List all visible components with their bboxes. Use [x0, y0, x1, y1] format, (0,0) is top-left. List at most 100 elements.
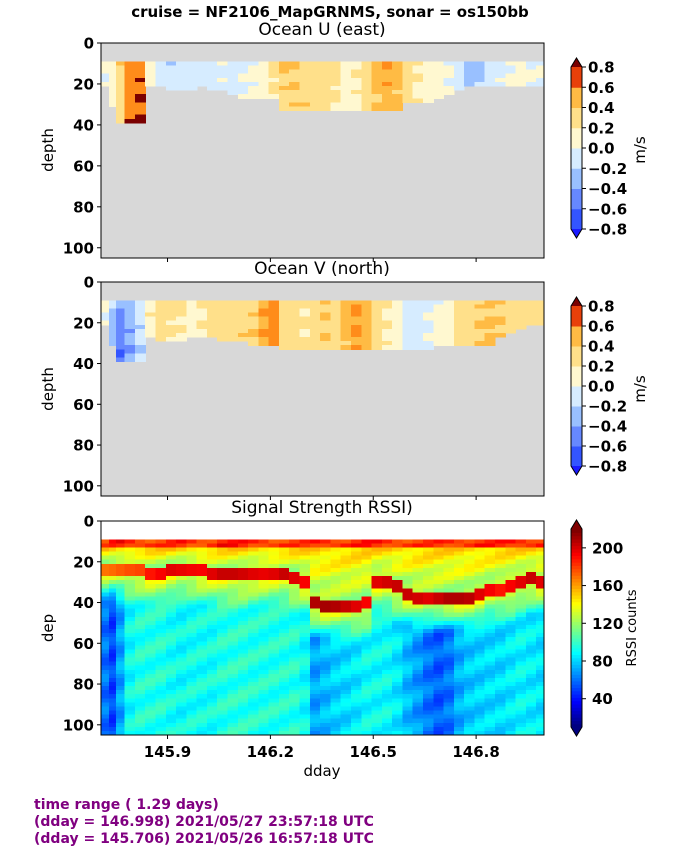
- heatmap-cell: [361, 571, 373, 577]
- colorbar-segment: [571, 631, 582, 636]
- heatmap-cell: [515, 653, 527, 659]
- heatmap-cell: [453, 86, 465, 91]
- heatmap-cell: [176, 559, 187, 565]
- heatmap-cell: [453, 61, 465, 67]
- heatmap-cell: [371, 576, 383, 581]
- heatmap-cell: [464, 77, 475, 83]
- heatmap-cell: [381, 633, 393, 638]
- heatmap-cell: [268, 539, 280, 545]
- heatmap-cell: [145, 730, 157, 736]
- heatmap-cell: [176, 592, 187, 598]
- heatmap-cell: [330, 682, 342, 687]
- heatmap-cell: [350, 665, 362, 671]
- heatmap-cell: [278, 300, 290, 306]
- heatmap-cell: [101, 641, 110, 646]
- colorbar-segment: [571, 568, 582, 573]
- y-tick-label: 60: [73, 635, 94, 653]
- heatmap-cell: [361, 710, 373, 716]
- heatmap-cell: [443, 682, 455, 687]
- heatmap-cell: [464, 555, 475, 561]
- heatmap-cell: [474, 653, 486, 659]
- heatmap-cell: [381, 645, 393, 650]
- heatmap-cell: [350, 633, 362, 638]
- heatmap-cell: [330, 657, 342, 663]
- heatmap-cell: [433, 563, 445, 569]
- heatmap-cell: [248, 551, 259, 557]
- heatmap-cell: [101, 604, 110, 610]
- heatmap-cell: [258, 61, 270, 67]
- heatmap-cell: [505, 324, 517, 330]
- heatmap-cell: [505, 596, 517, 602]
- heatmap-cell: [299, 698, 311, 703]
- heatmap-cell: [299, 547, 311, 553]
- heatmap-cell: [248, 320, 259, 326]
- heatmap-cell: [361, 563, 373, 569]
- heatmap-cell: [381, 81, 393, 87]
- heatmap-cell: [227, 698, 239, 703]
- heatmap-cell: [109, 694, 117, 699]
- heatmap-cell: [392, 316, 403, 322]
- colorbar-segment: [571, 545, 582, 550]
- heatmap-cell: [371, 629, 383, 634]
- heatmap-cell: [484, 661, 496, 667]
- heatmap-cell: [525, 690, 537, 695]
- heatmap-cell: [474, 539, 486, 545]
- heatmap-cell: [299, 710, 311, 716]
- heatmap-cell: [165, 633, 177, 638]
- heatmap-cell: [464, 580, 475, 585]
- heatmap-cell: [371, 86, 383, 91]
- heatmap-cell: [186, 304, 198, 310]
- heatmap-cell: [340, 69, 352, 75]
- heatmap-cell: [443, 539, 455, 545]
- heatmap-cell: [330, 616, 342, 622]
- heatmap-cell: [289, 98, 301, 103]
- heatmap-cell: [217, 718, 229, 724]
- heatmap-cell: [536, 710, 545, 716]
- heatmap-cell: [464, 328, 475, 334]
- heatmap-cell: [412, 592, 424, 598]
- heatmap-cell: [422, 657, 434, 663]
- heatmap-cell: [330, 730, 342, 736]
- heatmap-cell: [494, 576, 506, 581]
- heatmap-cell: [515, 600, 527, 606]
- heatmap-cell: [464, 629, 475, 634]
- heatmap-cell: [309, 645, 321, 650]
- heatmap-cell: [361, 69, 373, 75]
- heatmap-cell: [350, 567, 362, 573]
- colorbar-label: RSSI counts: [625, 589, 640, 666]
- heatmap-cell: [381, 686, 393, 691]
- heatmap-cell: [453, 661, 465, 667]
- heatmap-cell: [289, 580, 301, 585]
- heatmap-cell: [206, 592, 218, 598]
- heatmap-cell: [453, 81, 465, 87]
- colorbar-segment: [571, 562, 582, 566]
- heatmap-cell: [412, 722, 424, 728]
- heatmap-cell: [484, 710, 496, 716]
- heatmap-cell: [433, 600, 445, 606]
- heatmap-cell: [525, 641, 537, 646]
- heatmap-cell: [320, 629, 331, 634]
- colorbar-max-extension: [571, 297, 582, 306]
- heatmap-cell: [330, 567, 342, 573]
- heatmap-cell: [299, 682, 311, 687]
- heatmap-cell: [258, 324, 270, 330]
- heatmap-cell: [464, 588, 475, 593]
- heatmap-cell: [289, 332, 301, 338]
- heatmap-cell: [320, 328, 331, 334]
- heatmap-cell: [320, 61, 331, 67]
- heatmap-cell: [299, 629, 311, 634]
- heatmap-cell: [525, 312, 537, 318]
- heatmap-cell: [299, 341, 311, 346]
- heatmap-cell: [217, 588, 229, 593]
- heatmap-cell: [124, 543, 136, 549]
- heatmap-cell: [155, 543, 167, 549]
- heatmap-cell: [248, 580, 259, 585]
- heatmap-cell: [494, 673, 506, 679]
- heatmap-cell: [392, 90, 403, 95]
- heatmap-cell: [289, 657, 301, 663]
- heatmap-cell: [340, 345, 352, 350]
- heatmap-cell: [340, 686, 352, 691]
- colorbar-segment: [571, 548, 582, 553]
- heatmap-cell: [268, 563, 280, 569]
- heatmap-cell: [484, 539, 496, 545]
